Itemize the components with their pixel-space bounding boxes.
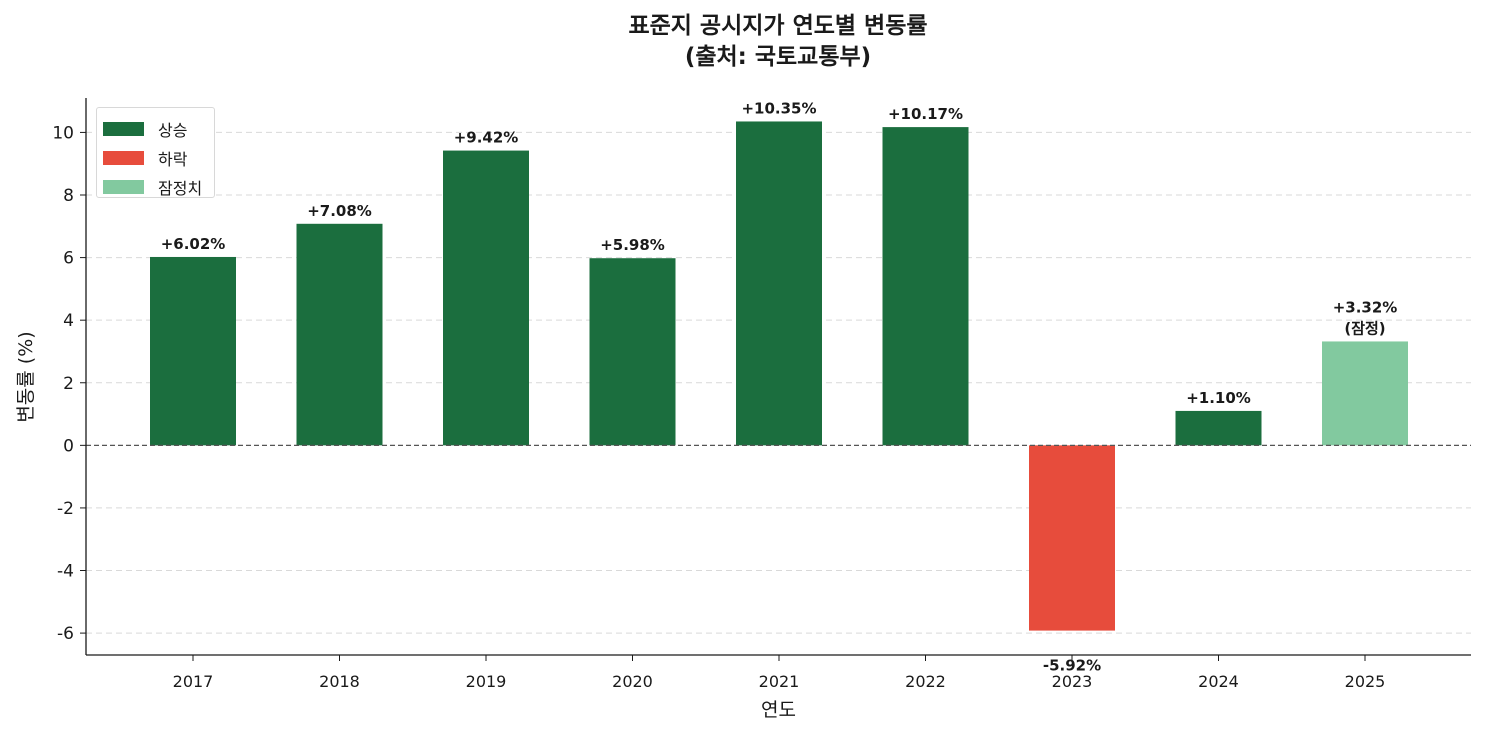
chart-subtitle: (출처: 국토교통부) <box>684 44 872 70</box>
x-tick-label: 2017 <box>173 672 214 691</box>
data-label: +9.42% <box>454 129 519 147</box>
y-tick-label: 8 <box>63 186 74 206</box>
x-tick-label: 2023 <box>1052 672 1093 691</box>
y-tick-label: 0 <box>63 436 74 456</box>
y-tick-label: -2 <box>57 499 74 519</box>
y-tick-label: -6 <box>57 624 74 644</box>
legend-label-provisional: 잠정치 <box>158 178 203 198</box>
y-tick-label: 4 <box>63 311 74 331</box>
bar <box>1029 445 1115 631</box>
y-axis-label: 변동률 (%) <box>15 331 37 422</box>
data-label: +3.32% (잠정) <box>1333 298 1398 337</box>
x-tick-label: 2025 <box>1345 672 1386 691</box>
data-label: +7.08% <box>307 202 372 220</box>
bar <box>296 223 383 446</box>
bar <box>1322 341 1408 446</box>
x-tick-label: 2021 <box>759 672 800 691</box>
data-label: +1.10% <box>1186 389 1251 407</box>
data-label: +6.02% <box>161 235 226 253</box>
legend-item-fall: 하락 <box>103 143 214 172</box>
bar <box>443 150 529 446</box>
legend-swatch-provisional <box>103 179 144 194</box>
legend-label-fall: 하락 <box>158 149 188 169</box>
y-tick-label: 6 <box>63 249 74 269</box>
legend-label-rise: 상승 <box>158 120 188 140</box>
legend: 상승 하락 잠정치 <box>96 107 215 198</box>
data-label: +10.35% <box>741 99 816 117</box>
bar <box>1175 410 1262 446</box>
legend-item-provisional: 잠정치 <box>103 172 214 201</box>
data-label: +10.17% <box>888 105 963 123</box>
x-tick-label: 2018 <box>319 672 360 691</box>
x-tick-label: 2022 <box>905 672 946 691</box>
x-tick-label: 2024 <box>1198 672 1239 691</box>
legend-item-rise: 상승 <box>103 114 214 143</box>
legend-swatch-rise <box>103 121 144 136</box>
y-tick-label: 2 <box>63 374 74 394</box>
data-label: +5.98% <box>600 236 665 254</box>
bar <box>882 127 969 446</box>
y-tick-label: -4 <box>57 562 74 582</box>
legend-swatch-fall <box>103 150 144 165</box>
y-tick-label: 10 <box>52 123 74 143</box>
bar <box>150 256 236 446</box>
data-label: -5.92% <box>1043 657 1101 675</box>
bar <box>736 121 822 446</box>
x-tick-label: 2019 <box>466 672 507 691</box>
x-axis-label: 연도 <box>761 699 796 721</box>
x-tick-label: 2020 <box>612 672 653 691</box>
chart-title: 표준지 공시지가 연도별 변동률 <box>628 13 928 39</box>
bar <box>589 258 676 446</box>
